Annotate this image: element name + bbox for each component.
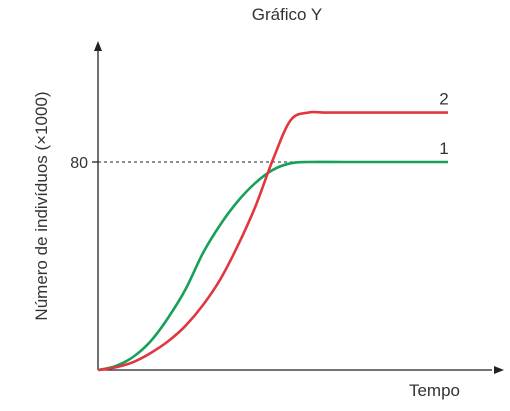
y-axis-arrow: [94, 41, 102, 51]
series-line-2: [97, 110, 448, 372]
y-tick-label: 80: [70, 155, 88, 172]
chart-title: Gráfico Y: [252, 5, 323, 24]
series-label-1: 1: [439, 139, 448, 158]
series-line-1: [97, 160, 448, 372]
y-axis-label: Número de indivíduos (×1000): [32, 91, 51, 320]
axes: 80: [70, 41, 504, 374]
x-axis-arrow: [494, 366, 504, 374]
series-label-2: 2: [439, 90, 448, 109]
series-group: [97, 110, 448, 372]
x-axis-label: Tempo: [409, 381, 460, 400]
labels-group: 12: [439, 90, 448, 158]
